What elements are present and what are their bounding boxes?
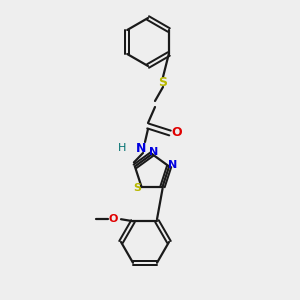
- Text: N: N: [149, 147, 159, 157]
- Text: H: H: [118, 143, 126, 153]
- Text: O: O: [108, 214, 118, 224]
- Text: N: N: [136, 142, 146, 154]
- Text: S: S: [158, 76, 167, 88]
- Text: N: N: [169, 160, 178, 170]
- Text: S: S: [134, 183, 141, 193]
- Text: O: O: [172, 127, 182, 140]
